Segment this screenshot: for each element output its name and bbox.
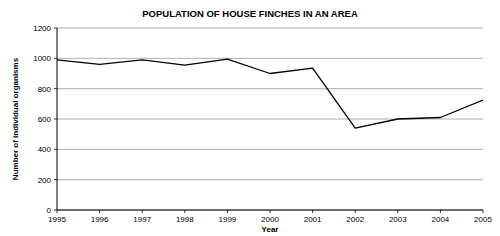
y-tick-label: 600 xyxy=(38,115,52,124)
y-axis-label: Number of individual organisms xyxy=(11,57,20,180)
chart: POPULATION OF HOUSE FINCHES IN AN AREA 0 2… xyxy=(0,0,500,236)
y-tick-label: 800 xyxy=(38,85,52,94)
x-tick-label: 2001 xyxy=(304,215,322,224)
y-axis xyxy=(57,28,58,210)
y-tick-label: 0 xyxy=(47,206,52,215)
grid-line xyxy=(57,58,483,59)
x-tick-label: 1996 xyxy=(91,215,109,224)
title: POPULATION OF HOUSE FINCHES IN AN AREA xyxy=(142,8,358,19)
x-tick-label: 1998 xyxy=(176,215,194,224)
y-tick-label: 1000 xyxy=(33,54,51,63)
y-tick-label: 1200 xyxy=(33,24,51,33)
x-tick-label: 2002 xyxy=(346,215,364,224)
grid-line xyxy=(57,28,483,29)
x-tick-label: 2004 xyxy=(432,215,450,224)
x-tick-label: 2000 xyxy=(261,215,279,224)
plot-area xyxy=(57,59,483,128)
x-tick-label: 1999 xyxy=(219,215,237,224)
grid-line xyxy=(57,149,483,150)
x-tick-label: 1997 xyxy=(133,215,151,224)
grid-line xyxy=(57,88,483,89)
x-axis xyxy=(57,210,483,211)
y-tick-label: 200 xyxy=(38,176,52,185)
y-tick-label: 400 xyxy=(38,145,52,154)
x-tick-label: 1995 xyxy=(48,215,66,224)
data-line xyxy=(57,59,483,128)
grid-line xyxy=(57,210,483,211)
x-axis-label: Year xyxy=(262,225,279,234)
grid-line xyxy=(57,179,483,180)
x-tick-label: 2003 xyxy=(389,215,407,224)
x-tick-label: 2005 xyxy=(474,215,492,224)
